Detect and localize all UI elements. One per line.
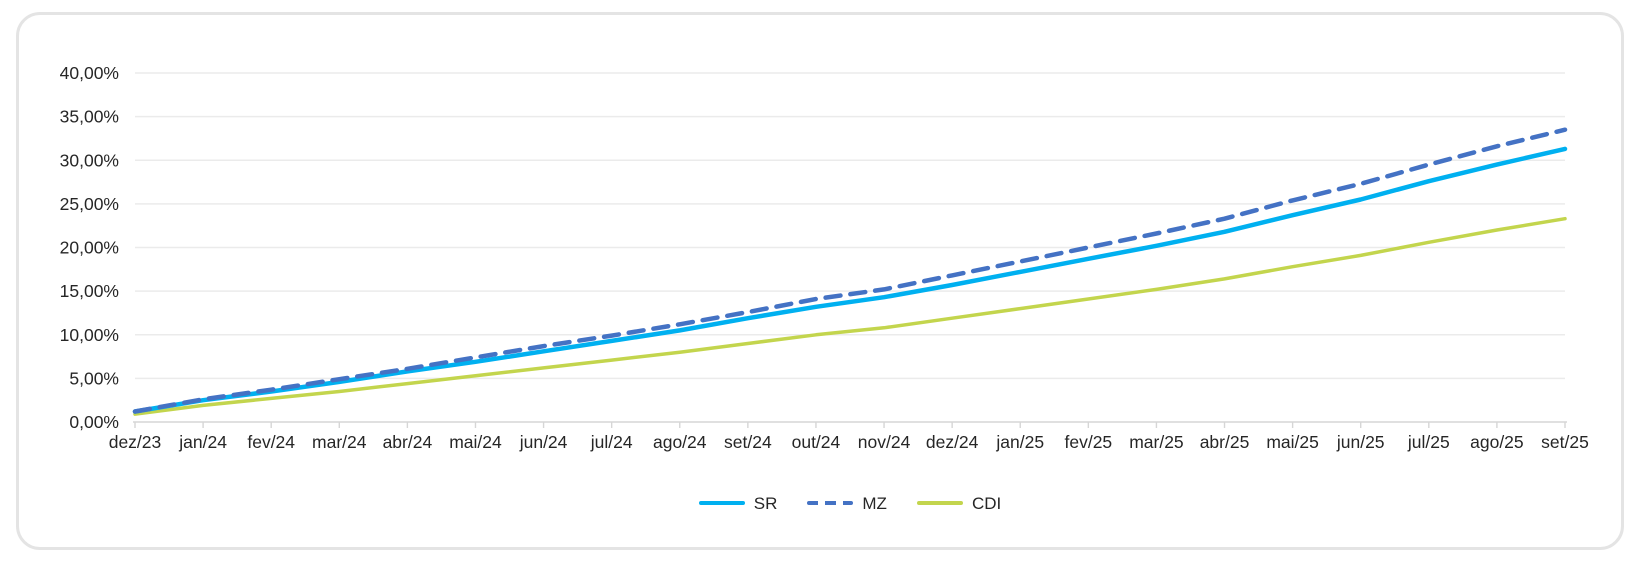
chart-card xyxy=(16,12,1624,550)
legend-label-cdi: CDI xyxy=(971,493,1002,513)
y-tick-label: 5,00% xyxy=(69,368,119,388)
series-line-cdi xyxy=(133,216,1567,416)
x-tick-label: mar/25 xyxy=(1129,432,1183,452)
y-tick-label: 30,00% xyxy=(60,150,119,170)
y-tick-label: 40,00% xyxy=(60,63,119,83)
x-tick-label: mai/25 xyxy=(1266,432,1319,452)
x-tick-label: nov/24 xyxy=(858,432,911,452)
x-tick-label: ago/25 xyxy=(1470,432,1524,452)
legend-item-cdi: CDI xyxy=(916,493,1002,513)
series-line-mz xyxy=(132,127,1568,414)
x-tick-label: dez/23 xyxy=(109,432,162,452)
y-tick-label: 10,00% xyxy=(60,325,119,345)
x-tick-label: abr/25 xyxy=(1200,432,1250,452)
chart-legend: SR MZ CDI xyxy=(135,492,1565,514)
x-tick-label: jan/25 xyxy=(995,432,1044,452)
x-tick-label: jul/24 xyxy=(590,432,633,452)
legend-label-mz: MZ xyxy=(862,493,887,513)
x-tick-label: jun/24 xyxy=(519,432,568,452)
sr-line-swatch xyxy=(698,500,745,506)
x-tick-label: jul/25 xyxy=(1407,432,1450,452)
x-tick-label: abr/24 xyxy=(383,432,433,452)
x-tick-label: set/24 xyxy=(724,432,772,452)
cdi-line-swatch xyxy=(916,500,963,506)
y-tick-label: 15,00% xyxy=(60,281,119,301)
legend-item-mz: MZ xyxy=(807,495,887,512)
series-line-sr xyxy=(132,146,1568,414)
x-tick-label: jun/25 xyxy=(1336,432,1385,452)
x-tick-label: mar/24 xyxy=(312,432,367,452)
x-tick-label: fev/25 xyxy=(1064,432,1112,452)
y-tick-label: 35,00% xyxy=(60,107,119,127)
legend-label-sr: SR xyxy=(753,493,778,513)
x-tick-label: set/25 xyxy=(1541,432,1589,452)
x-tick-label: out/24 xyxy=(792,432,841,452)
y-tick-label: 25,00% xyxy=(60,194,119,214)
y-tick-label: 20,00% xyxy=(60,238,119,258)
x-tick-label: ago/24 xyxy=(653,432,707,452)
x-tick-label: mai/24 xyxy=(449,432,502,452)
mz-line-swatch xyxy=(807,500,854,506)
y-tick-label: 0,00% xyxy=(69,412,119,432)
x-tick-label: fev/24 xyxy=(247,432,295,452)
x-tick-label: dez/24 xyxy=(926,432,979,452)
x-tick-label: jan/24 xyxy=(178,432,227,452)
legend-item-sr: SR xyxy=(698,493,778,513)
